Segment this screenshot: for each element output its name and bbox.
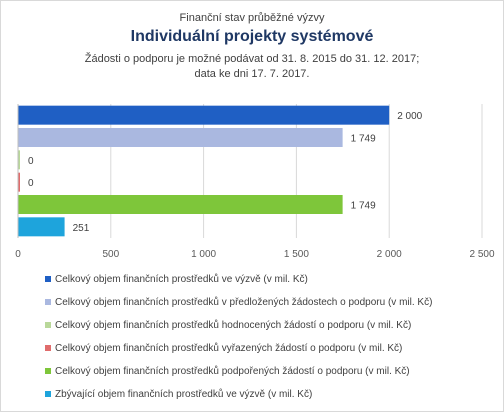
chart-title: Individuální projekty systémové — [130, 28, 374, 45]
bar-data-label: 2 000 — [397, 111, 422, 122]
legend-swatch — [45, 299, 51, 305]
legend-item: Zbývající objem finančních prostředků ve… — [45, 387, 312, 401]
bar-data-label: 1 749 — [351, 134, 376, 145]
chart-subtitle: Žádosti o podporu je možné podávat od 31… — [0, 52, 504, 82]
legend-label: Celkový objem finančních prostředků hodn… — [55, 319, 412, 331]
legend-swatch — [45, 276, 51, 282]
x-tick-label: 500 — [102, 249, 119, 260]
x-tick-label: 1 500 — [284, 249, 309, 260]
chart-supertitle: Finanční stav průběžné výzvy — [179, 12, 325, 24]
legend-label: Celkový objem finančních prostředků vyřa… — [55, 342, 403, 354]
bar — [18, 217, 65, 237]
x-tick-label: 1 000 — [191, 249, 216, 260]
legend-swatch — [45, 368, 51, 374]
legend-swatch — [45, 322, 51, 328]
x-tick-label: 2 500 — [469, 249, 494, 260]
legend-label: Celkový objem finančních prostředků v př… — [55, 296, 433, 308]
bar — [18, 172, 20, 192]
legend-item: Celkový objem finančních prostředků hodn… — [45, 318, 411, 332]
bar-data-label: 251 — [73, 223, 90, 234]
legend-item: Celkový objem finančních prostředků vyřa… — [45, 341, 402, 355]
bar — [18, 195, 343, 214]
legend-item: Celkový objem finančních prostředků v př… — [45, 295, 432, 309]
legend-swatch — [45, 391, 51, 397]
bar-data-label: 1 749 — [351, 201, 376, 212]
legend-item: Celkový objem finančních prostředků ve v… — [45, 272, 308, 286]
legend-item: Celkový objem finančních prostředků podp… — [45, 364, 410, 378]
subtitle-line-1: Žádosti o podporu je možné podávat od 31… — [84, 53, 420, 65]
legend-label: Celkový objem finančních prostředků podp… — [55, 365, 410, 377]
bar — [18, 105, 390, 125]
legend-swatch — [45, 345, 51, 351]
x-tick-label: 0 — [15, 249, 21, 260]
bar — [18, 128, 343, 147]
legend-label: Celkový objem finančních prostředků ve v… — [55, 273, 308, 285]
x-tick-label: 2 000 — [377, 249, 402, 260]
bar-data-label: 0 — [28, 178, 34, 189]
bar-data-label: 0 — [28, 156, 34, 167]
subtitle-line-2: data ke dni 17. 7. 2017. — [194, 68, 310, 80]
bar — [18, 150, 20, 170]
legend-label: Zbývající objem finančních prostředků ve… — [55, 388, 313, 400]
